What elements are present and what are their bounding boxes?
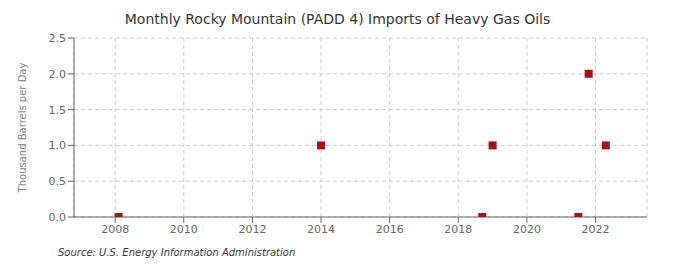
svg-text:Thousand Barrels per Day: Thousand Barrels per Day (17, 63, 28, 194)
html-text:Monthly Rocky Mountain (PADD 4: Monthly Rocky Mountain (PADD 4) Imports … (124, 11, 551, 27)
svg-text:2.5: 2.5 (49, 32, 67, 45)
svg-text:2.0: 2.0 (49, 68, 67, 81)
svg-text:0.0: 0.0 (49, 211, 67, 224)
svg-text:2016: 2016 (376, 223, 404, 236)
svg-text:2014: 2014 (307, 223, 335, 236)
svg-text:2010: 2010 (170, 223, 198, 236)
svg-text:2020: 2020 (513, 223, 541, 236)
svg-text:1.5: 1.5 (49, 104, 67, 117)
html-text:Source: U.S. Energy Informatio: Source: U.S. Energy Information Administ… (58, 247, 296, 258)
svg-text:2022: 2022 (582, 223, 610, 236)
svg-text:1.0: 1.0 (49, 139, 67, 152)
svg-text:2008: 2008 (101, 223, 129, 236)
svg-text:2018: 2018 (444, 223, 472, 236)
svg-text:2012: 2012 (238, 223, 266, 236)
svg-text:0.5: 0.5 (49, 175, 67, 188)
